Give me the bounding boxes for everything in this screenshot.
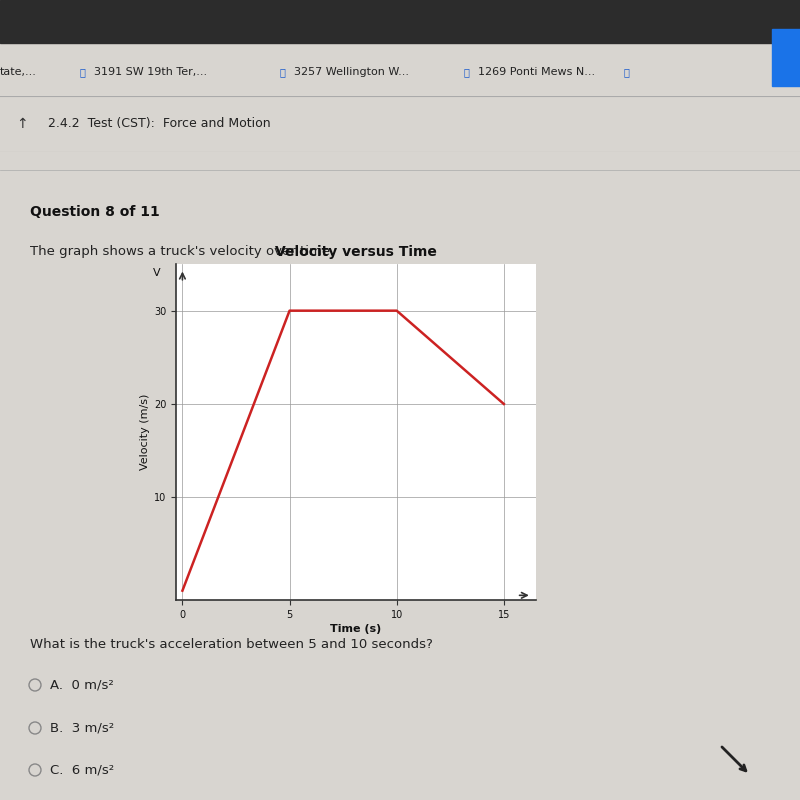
Text: 🔺: 🔺: [624, 67, 630, 77]
Text: What is the truck's acceleration between 5 and 10 seconds?: What is the truck's acceleration between…: [30, 638, 433, 651]
Text: 🔺: 🔺: [464, 67, 470, 77]
Text: 1269 Ponti Mews N...: 1269 Ponti Mews N...: [478, 67, 595, 77]
Text: 2.4.2  Test (CST):  Force and Motion: 2.4.2 Test (CST): Force and Motion: [48, 118, 270, 130]
Text: tate,...: tate,...: [0, 67, 37, 77]
Text: B.  3 m/s²: B. 3 m/s²: [50, 722, 114, 734]
Text: 3257 Wellington W...: 3257 Wellington W...: [294, 67, 410, 77]
Text: A.  0 m/s²: A. 0 m/s²: [50, 678, 114, 691]
Bar: [0, 0, 800, 43]
Text: ↑: ↑: [16, 117, 28, 131]
Title: Velocity versus Time: Velocity versus Time: [275, 245, 437, 258]
Text: V: V: [153, 268, 161, 278]
Text: 🔺: 🔺: [80, 67, 86, 77]
Text: 🔺: 🔺: [280, 67, 286, 77]
X-axis label: Time (s): Time (s): [330, 624, 382, 634]
Text: The graph shows a truck's velocity over time.: The graph shows a truck's velocity over …: [30, 245, 334, 258]
Text: Question 8 of 11: Question 8 of 11: [30, 205, 160, 219]
Text: C.  6 m/s²: C. 6 m/s²: [50, 763, 114, 777]
Y-axis label: Velocity (m/s): Velocity (m/s): [140, 394, 150, 470]
Bar: [772, 29, 800, 86]
Text: 3191 SW 19th Ter,...: 3191 SW 19th Ter,...: [94, 67, 207, 77]
